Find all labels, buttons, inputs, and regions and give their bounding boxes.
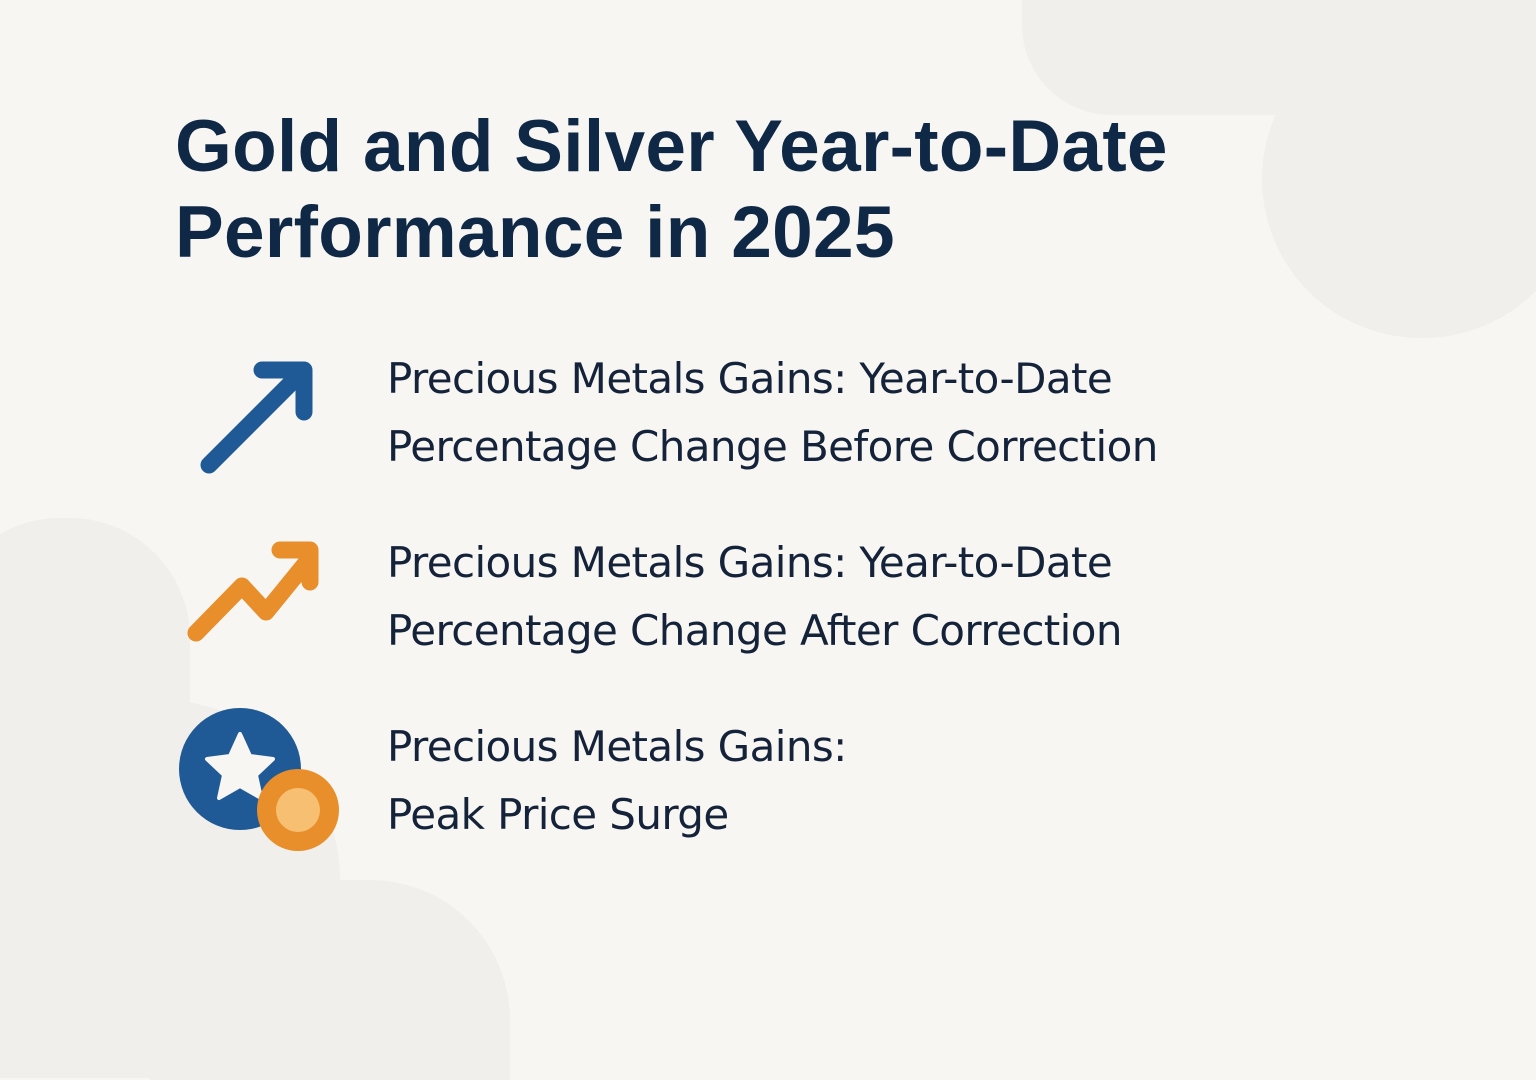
star-coin-icon — [175, 704, 345, 864]
page-title: Gold and Silver Year-to-Date Performance… — [175, 104, 1168, 276]
trending-up-icon — [180, 530, 330, 665]
title-line-2: Performance in 2025 — [175, 192, 895, 273]
item-label: Precious Metals Gains: Peak Price Surge — [387, 722, 847, 839]
arrow-up-right-icon — [190, 350, 330, 495]
item-label: Precious Metals Gains: Year-to-Date Perc… — [387, 354, 1158, 471]
item-label: Precious Metals Gains: Year-to-Date Perc… — [387, 538, 1122, 655]
title-line-1: Gold and Silver Year-to-Date — [175, 106, 1168, 187]
background-blob — [1262, 20, 1536, 338]
